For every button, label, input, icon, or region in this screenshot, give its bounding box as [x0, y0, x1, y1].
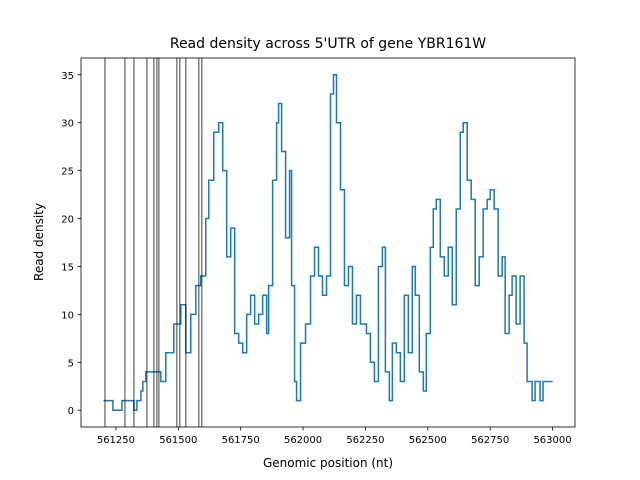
y-axis-label: Read density — [32, 203, 46, 281]
x-axis-label: Genomic position (nt) — [263, 456, 393, 470]
x-tick-label: 562250 — [346, 435, 384, 446]
plot-frame — [80, 57, 576, 428]
y-tick-label: 35 — [61, 71, 74, 82]
x-tick-label: 561250 — [97, 435, 135, 446]
y-tick-label: 15 — [61, 262, 74, 273]
x-tick-label: 561750 — [222, 435, 260, 446]
step-line — [103, 74, 553, 411]
x-tick-label: 562500 — [409, 435, 447, 446]
y-tick-label: 25 — [61, 167, 74, 178]
chart-title: Read density across 5'UTR of gene YBR161… — [170, 36, 486, 52]
y-tick-label: 10 — [61, 310, 74, 321]
x-tick-label: 563000 — [533, 435, 571, 446]
y-tick-label: 30 — [61, 119, 74, 130]
y-tick-label: 20 — [61, 215, 74, 226]
x-tick-label: 562750 — [471, 435, 509, 446]
x-tick-label: 561500 — [159, 435, 197, 446]
y-tick-label: 5 — [68, 358, 74, 369]
y-tick-label: 0 — [68, 406, 74, 417]
x-tick-label: 562000 — [284, 435, 322, 446]
